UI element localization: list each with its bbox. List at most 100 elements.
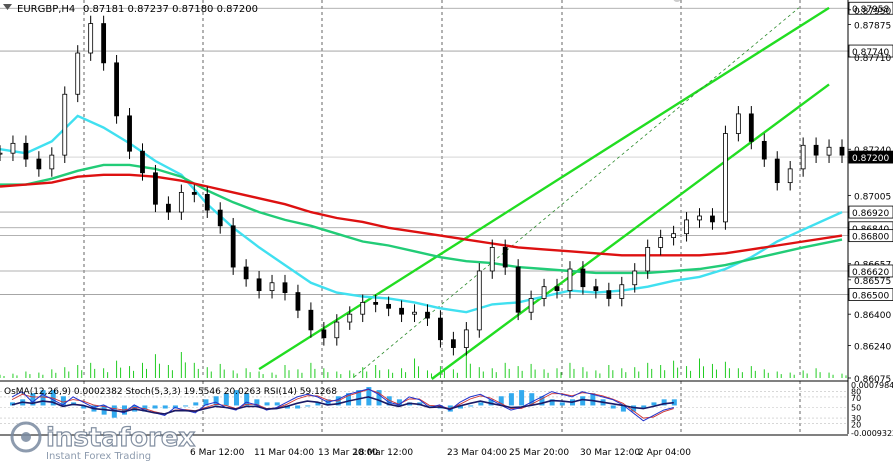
time-tick-label: 6 Mar 12:00	[190, 448, 245, 458]
price-candle-body	[360, 301, 366, 315]
osma-histogram-bar	[427, 405, 433, 407]
price-tick-label: 0.86240	[854, 343, 891, 353]
price-candle-body	[75, 52, 81, 95]
osma-histogram-bar	[213, 396, 219, 406]
price-candle-body	[373, 301, 379, 305]
osma-histogram-bar	[152, 405, 158, 409]
time-tick-label: 25 Mar 20:00	[509, 448, 569, 458]
price-candle-body	[23, 142, 29, 160]
price-label-box	[848, 1, 893, 15]
price-candle-body	[606, 290, 612, 299]
brand-name: instaforex	[46, 423, 196, 453]
osma-histogram-bar	[590, 393, 596, 406]
osma-histogram-bar	[223, 393, 229, 406]
price-candle-body	[645, 247, 651, 272]
time-tick-label: 23 Mar 04:00	[447, 448, 507, 458]
time-tick-label: 2 Apr 04:00	[638, 448, 691, 458]
osma-histogram-bar	[539, 396, 545, 406]
osma-histogram-bar	[60, 396, 66, 406]
price-level-lines	[0, 7, 848, 295]
price-candle-body	[723, 133, 728, 223]
price-tick-label: 0.87710	[854, 54, 891, 64]
indicator-tick-label: 80	[851, 388, 861, 397]
price-candle-body	[593, 286, 599, 292]
time-tick-label: 30 Mar 12:00	[580, 448, 640, 458]
osma-histogram-bar	[488, 399, 494, 406]
osma-histogram-bar	[30, 393, 36, 406]
osma-histogram-bar	[346, 393, 351, 406]
price-candle-body	[191, 192, 197, 195]
price-candle-body	[463, 329, 469, 348]
osma-histogram-bar	[162, 405, 168, 409]
osma-histogram-bar	[386, 396, 392, 406]
price-candle-body	[88, 23, 94, 54]
price-tick-label: 0.86800	[852, 233, 889, 243]
price-candle-body	[632, 270, 638, 286]
price-label-box	[848, 150, 893, 164]
stochastic-signal-line	[11, 389, 674, 419]
osma-histogram-bar	[661, 399, 667, 406]
osma-histogram-bar	[234, 390, 239, 406]
osma-histogram-bar	[305, 405, 311, 407]
price-tick-label: 0.87950	[854, 7, 891, 17]
price-candle-body	[165, 203, 171, 213]
price-candle-body	[243, 266, 249, 280]
brand-watermark: instaforex Instant Forex Trading	[10, 421, 196, 462]
osma-histogram-bar	[671, 399, 677, 406]
osma-histogram-bar	[396, 399, 402, 406]
price-candle-body	[140, 150, 145, 174]
price-candle-body	[295, 292, 301, 311]
osma-histogram-bar	[274, 402, 280, 406]
osma-histogram-bar	[254, 399, 260, 406]
price-label-box	[848, 229, 893, 243]
price-tick-label: 0.87005	[854, 192, 891, 202]
osma-histogram-bar	[610, 405, 616, 409]
indicator-tick-label: 50	[851, 404, 861, 413]
price-candle-body	[101, 23, 107, 64]
price-candle-body	[567, 268, 573, 292]
osma-histogram-bar	[244, 393, 250, 406]
price-candle-body	[49, 154, 55, 170]
osma-histogram-bar	[203, 399, 209, 406]
price-candle-body	[127, 115, 132, 152]
price-tick-label: 0.86920	[852, 209, 889, 219]
indicator-tick-label: 20	[851, 420, 861, 429]
indicator-header: OsMA(12,26,9) 0.0002382 Stoch(5,3,3) 19.…	[4, 387, 337, 397]
price-candle-body	[386, 303, 392, 309]
ma-line-ema_fast	[0, 114, 843, 314]
price-candle-body	[489, 247, 495, 272]
chart-menu-arrow-icon[interactable]	[3, 4, 12, 10]
price-candle-body	[502, 247, 508, 268]
price-candle-body	[425, 311, 430, 319]
osma-histogram-bar	[631, 405, 637, 412]
price-candle-body	[204, 193, 210, 211]
indicator-tick-label: 70	[851, 394, 861, 403]
price-label-box	[848, 264, 893, 278]
price-tick-label: 0.87875	[854, 22, 891, 32]
price-candle-body	[178, 192, 184, 213]
osma-histogram-bar	[458, 405, 463, 409]
price-candle-body	[541, 286, 547, 299]
price-candle-body	[334, 321, 340, 339]
osma-histogram-bar	[478, 402, 484, 406]
price-candle-body	[580, 268, 586, 288]
osma-histogram-bar	[40, 390, 46, 406]
price-candle-body	[710, 215, 715, 223]
price-candle-body	[321, 329, 327, 339]
osma-histogram-bar	[10, 402, 15, 406]
price-tick-label: 0.87958	[852, 5, 889, 15]
osma-histogram-bar	[508, 393, 514, 406]
price-candle-body	[153, 172, 158, 205]
price-tick-label: 0.86400	[854, 311, 891, 321]
price-candle-body	[748, 113, 754, 142]
osma-histogram-bar	[295, 405, 301, 409]
price-candle-body	[528, 298, 534, 313]
time-tick-label: 18 Mar 12:00	[353, 448, 413, 458]
osma-histogram-bar	[651, 402, 657, 406]
price-label-box	[848, 288, 893, 301]
osma-histogram-bar	[641, 405, 647, 409]
price-candle-body	[62, 93, 68, 156]
